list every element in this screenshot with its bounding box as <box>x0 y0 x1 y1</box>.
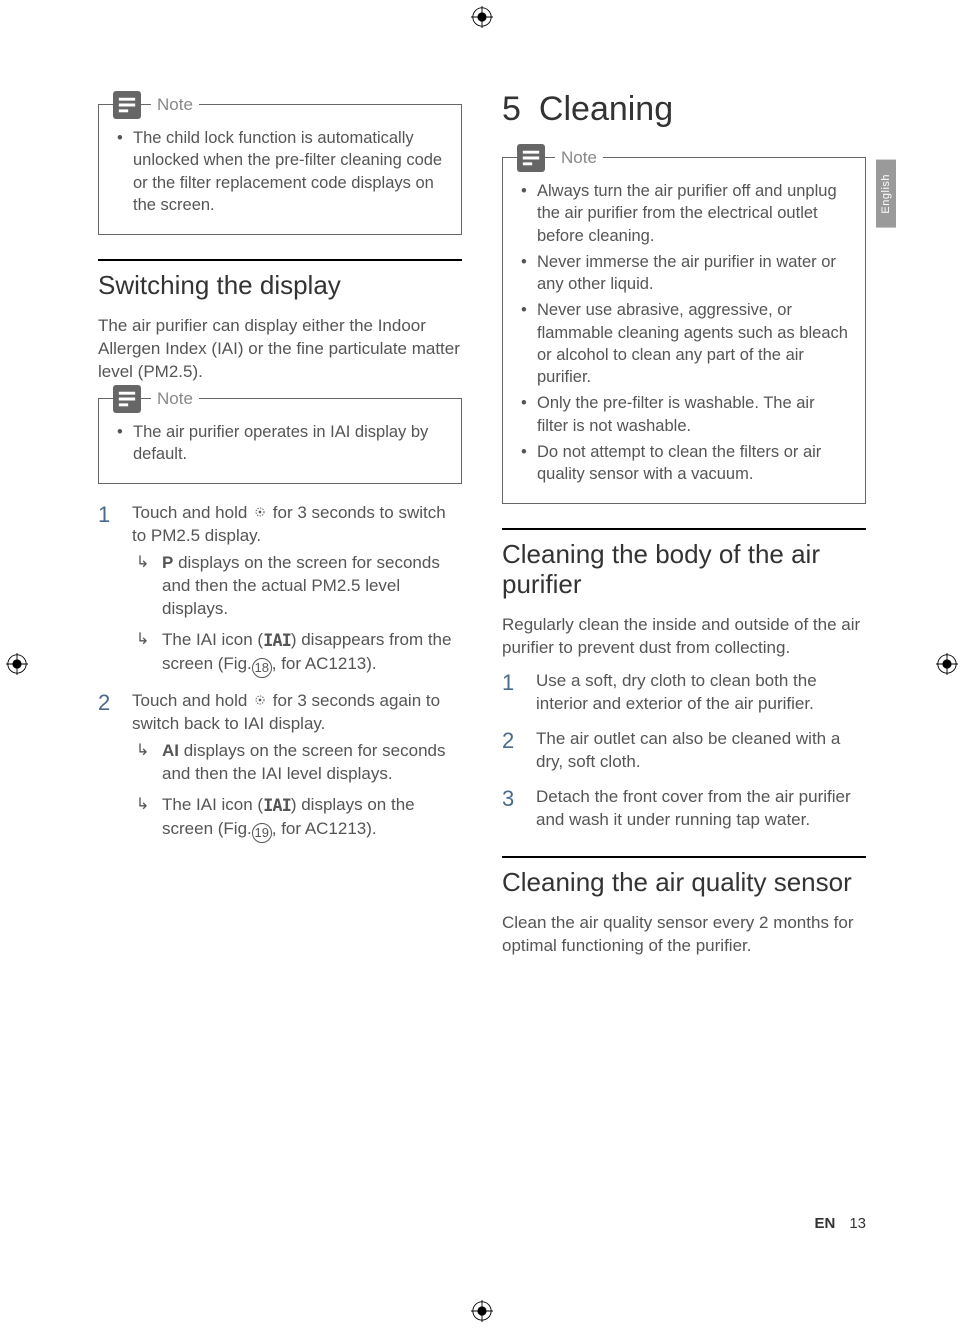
heading-switching-display: Switching the display <box>98 259 462 301</box>
step-text: Touch and hold <box>132 503 252 522</box>
result-text: The IAI icon ( <box>162 795 263 814</box>
footer-lang: EN <box>814 1215 835 1232</box>
registration-mark-icon <box>471 6 493 28</box>
result-item: AI displays on the screen for seconds an… <box>132 740 462 786</box>
p-glyph-icon: P <box>162 553 173 572</box>
footer-page-number: 13 <box>849 1215 866 1232</box>
ai-glyph-icon: AI <box>162 741 179 760</box>
note-label: Note <box>151 389 199 409</box>
heading-cleaning-sensor: Cleaning the air quality sensor <box>502 856 866 898</box>
registration-mark-icon <box>471 1300 493 1322</box>
result-text: displays on the screen for seconds and t… <box>162 553 440 618</box>
page-content: Note The child lock function is automati… <box>98 90 866 968</box>
figure-ref: 19 <box>252 823 272 843</box>
iai-icon: IAI <box>263 795 291 818</box>
language-tab: English <box>876 160 896 228</box>
result-text: , for AC1213). <box>272 654 377 673</box>
note-item: Only the pre-filter is washable. The air… <box>519 392 849 437</box>
chapter-number: 5 <box>502 90 521 128</box>
iai-icon: IAI <box>263 630 291 653</box>
left-column: Note The child lock function is automati… <box>98 90 462 968</box>
chapter-heading: 5 Cleaning <box>502 90 866 129</box>
body-text: The air purifier can display either the … <box>98 315 462 384</box>
note-item: Always turn the air purifier off and unp… <box>519 180 849 247</box>
chapter-title: Cleaning <box>539 90 673 128</box>
step-item: Touch and hold for 3 seconds to switch t… <box>98 502 462 678</box>
note-item: The air purifier operates in IAI display… <box>115 421 445 466</box>
note-label: Note <box>151 95 199 115</box>
step-text: Touch and hold <box>132 691 252 710</box>
registration-mark-icon <box>936 653 958 675</box>
result-item: P displays on the screen for seconds and… <box>132 552 462 621</box>
note-icon <box>517 144 545 172</box>
note-label: Note <box>555 148 603 168</box>
note-item: Do not attempt to clean the filters or a… <box>519 441 849 486</box>
note-icon <box>113 385 141 413</box>
figure-ref: 18 <box>252 658 272 678</box>
body-text: Clean the air quality sensor every 2 mon… <box>502 912 866 958</box>
result-text: The IAI icon ( <box>162 630 263 649</box>
note-item: Never immerse the air purifier in water … <box>519 251 849 296</box>
steps-list: Use a soft, dry cloth to clean both the … <box>502 670 866 832</box>
light-icon <box>252 692 268 708</box>
note-item: Never use abrasive, aggressive, or flamm… <box>519 299 849 388</box>
step-item: Touch and hold for 3 seconds again to sw… <box>98 690 462 843</box>
note-box: Note The air purifier operates in IAI di… <box>98 398 462 485</box>
note-item: The child lock function is automatically… <box>115 127 445 216</box>
right-column: 5 Cleaning Note Always turn the air purif… <box>502 90 866 968</box>
light-icon <box>252 504 268 520</box>
note-icon <box>113 91 141 119</box>
result-item: The IAI icon (IAI) displays on the scree… <box>132 794 462 843</box>
registration-mark-icon <box>6 653 28 675</box>
note-box: Note The child lock function is automati… <box>98 104 462 235</box>
page-footer: EN 13 <box>814 1215 866 1232</box>
step-item: The air outlet can also be cleaned with … <box>502 728 866 774</box>
heading-cleaning-body: Cleaning the body of the air purifier <box>502 528 866 600</box>
result-item: The IAI icon (IAI) disappears from the s… <box>132 629 462 678</box>
note-box: Note Always turn the air purifier off an… <box>502 157 866 504</box>
steps-list: Touch and hold for 3 seconds to switch t… <box>98 502 462 842</box>
step-item: Use a soft, dry cloth to clean both the … <box>502 670 866 716</box>
result-text: displays on the screen for seconds and t… <box>162 741 445 783</box>
body-text: Regularly clean the inside and outside o… <box>502 614 866 660</box>
result-text: , for AC1213). <box>272 819 377 838</box>
step-item: Detach the front cover from the air puri… <box>502 786 866 832</box>
